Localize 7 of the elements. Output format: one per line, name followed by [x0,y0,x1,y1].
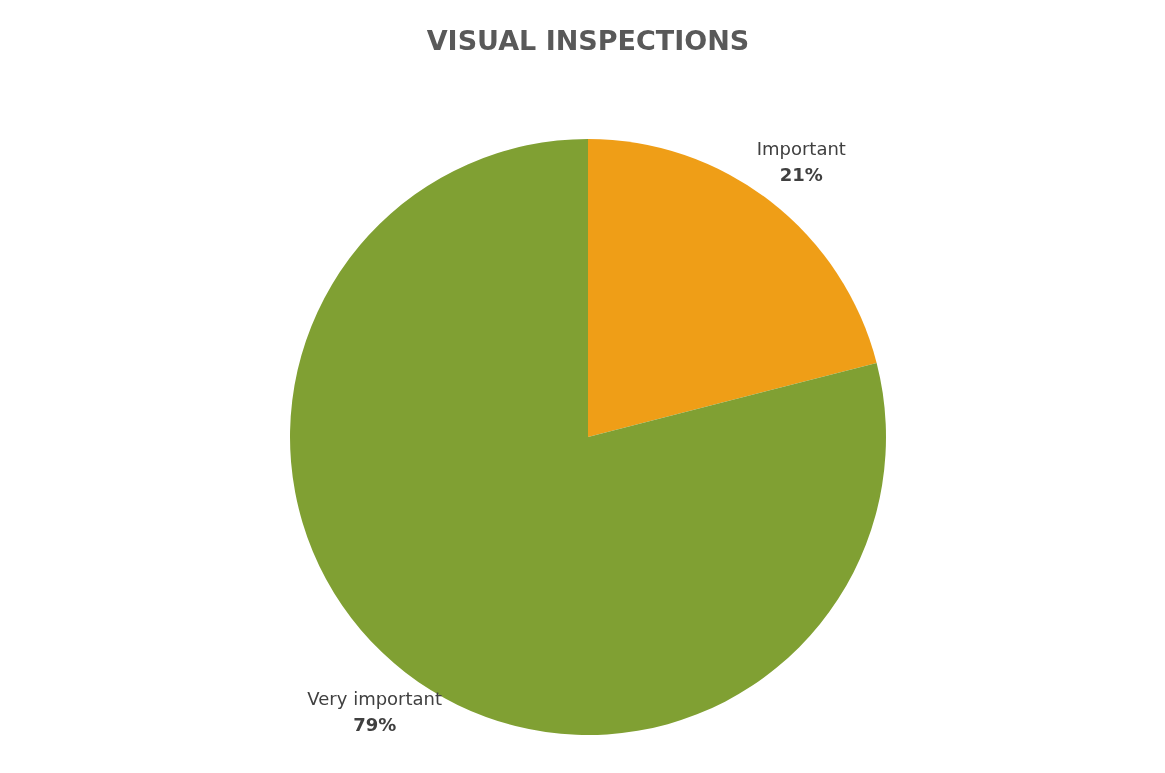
chart-title: VISUAL INSPECTIONS [426,25,750,56]
data-label: 79% [353,713,397,735]
pie-slice [290,139,886,735]
slice-label: Very important [307,687,443,709]
slice-label: Important [756,138,846,160]
pie-slice [588,139,877,437]
data-label: 21% [779,164,823,186]
